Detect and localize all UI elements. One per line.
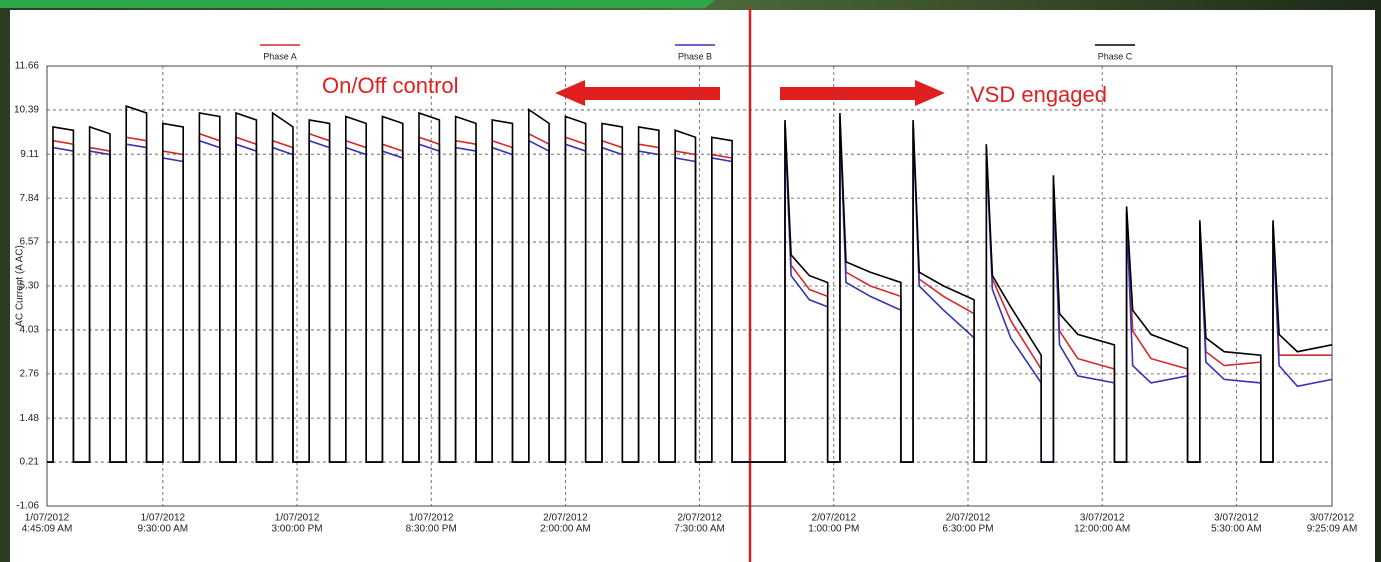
x-tick-label: 1/07/2012 <box>409 513 454 524</box>
arrow-left <box>555 80 720 106</box>
x-tick-label: 8:30:00 PM <box>406 524 457 535</box>
y-tick-label: 1.48 <box>20 413 40 424</box>
y-tick-label: -1.06 <box>16 501 39 512</box>
header-band <box>0 0 715 8</box>
legend-label: Phase B <box>678 51 712 61</box>
series-line <box>47 104 1333 463</box>
legend-label: Phase C <box>1098 51 1133 61</box>
x-tick-label: 9:30:00 AM <box>138 524 189 535</box>
x-tick-label: 3/07/2012 <box>1214 513 1259 524</box>
x-tick-label: 6:30:00 PM <box>942 524 993 535</box>
arrow-right <box>780 80 945 106</box>
x-tick-label: 12:00:00 AM <box>1074 524 1130 535</box>
x-tick-label: 1:00:00 PM <box>808 524 859 535</box>
annotation: VSD engaged <box>970 82 1107 107</box>
y-tick-label: 10.39 <box>14 105 39 116</box>
x-tick-label: 2/07/2012 <box>677 513 722 524</box>
x-tick-label: 2/07/2012 <box>812 513 857 524</box>
x-tick-label: 3:00:00 PM <box>271 524 322 535</box>
x-tick-label: 3/07/2012 <box>1080 513 1125 524</box>
x-tick-label: 3/07/2012 <box>1310 513 1355 524</box>
x-tick-label: 1/07/2012 <box>141 513 186 524</box>
legend-label: Phase A <box>263 51 297 61</box>
plot-frame <box>46 65 1333 507</box>
x-tick-label: 1/07/2012 <box>275 513 320 524</box>
x-tick-label: 2/07/2012 <box>543 513 588 524</box>
y-tick-label: 9.11 <box>20 149 39 160</box>
x-tick-label: 2/07/2012 <box>946 513 991 524</box>
y-tick-label: 4.03 <box>20 325 40 336</box>
y-tick-label: 5.30 <box>20 281 40 292</box>
y-tick-label: 7.84 <box>20 193 40 204</box>
y-tick-label: 6.57 <box>20 237 40 248</box>
annotation: On/Off control <box>322 73 459 98</box>
y-axis-label: AC Current (A AC) <box>15 245 26 327</box>
y-tick-label: 11.66 <box>15 61 40 72</box>
x-tick-label: 4:45:09 AM <box>22 524 73 535</box>
x-tick-label: 9:25:09 AM <box>1307 524 1358 535</box>
y-tick-label: 0.21 <box>20 457 40 468</box>
x-tick-label: 1/07/2012 <box>25 513 70 524</box>
x-tick-label: 7:30:00 AM <box>674 524 725 535</box>
x-tick-label: 5:30:00 AM <box>1211 524 1262 535</box>
y-tick-label: 2.76 <box>20 369 40 380</box>
x-tick-label: 2:00:00 AM <box>540 524 591 535</box>
